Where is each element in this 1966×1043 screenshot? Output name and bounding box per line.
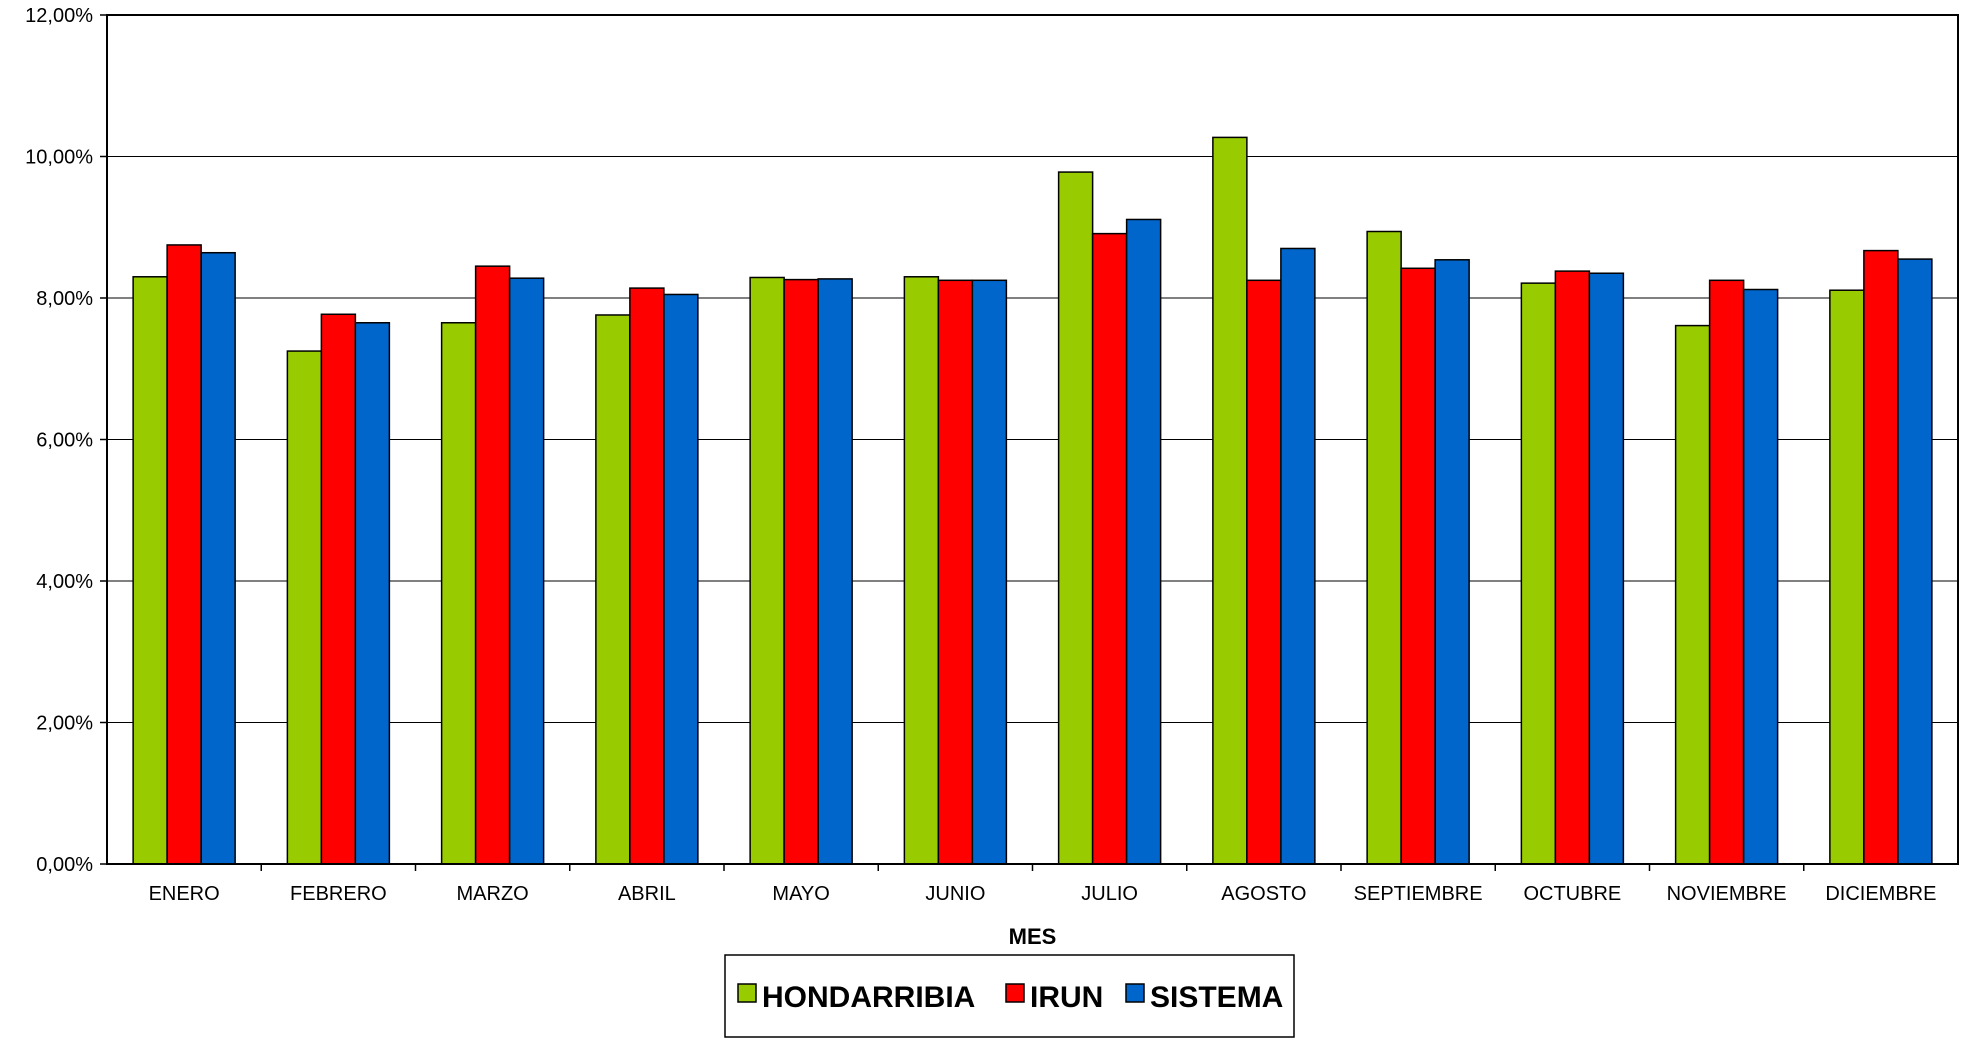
bar-sistema-septiembre — [1434, 259, 1470, 865]
legend-label-hondarribia: HONDARRIBIA — [762, 981, 975, 1014]
bar-sistema-octubre — [1588, 272, 1625, 865]
bar-irun-abril — [629, 287, 665, 865]
x-tick-label: MARZO — [457, 883, 529, 905]
bar-irun-mayo — [783, 278, 819, 865]
bar-hondarribia-abril — [595, 314, 631, 865]
bar-irun-junio — [937, 279, 974, 865]
bar-sistema-diciembre — [1897, 258, 1933, 865]
bar-hondarribia-febrero — [286, 350, 323, 865]
bar-hondarribia-diciembre — [1829, 289, 1865, 865]
y-tick-label: 4,00% — [36, 571, 93, 593]
bar-sistema-noviembre — [1742, 288, 1779, 865]
y-tick-label: 2,00% — [36, 713, 93, 735]
bar-hondarribia-septiembre — [1366, 230, 1402, 865]
bar-irun-septiembre — [1400, 267, 1436, 865]
bar-hondarribia-noviembre — [1674, 324, 1711, 865]
x-tick-label: JULIO — [1081, 883, 1138, 905]
x-axis-title: MES — [1009, 924, 1057, 949]
x-tick-label: JUNIO — [925, 883, 985, 905]
bar-irun-noviembre — [1708, 279, 1745, 865]
bar-hondarribia-junio — [903, 276, 940, 865]
legend-swatch-irun — [1005, 983, 1025, 1003]
x-tick-label: NOVIEMBRE — [1667, 883, 1787, 905]
bar-irun-octubre — [1554, 270, 1591, 865]
x-tick-label: OCTUBRE — [1523, 883, 1621, 905]
x-tick-label: FEBRERO — [290, 883, 387, 905]
bar-hondarribia-mayo — [749, 276, 785, 865]
bar-hondarribia-agosto — [1212, 136, 1248, 865]
y-tick-label: 10,00% — [25, 147, 93, 169]
y-tick-label: 8,00% — [36, 288, 93, 310]
y-tick-label: 12,00% — [25, 5, 93, 27]
bar-sistema-febrero — [354, 322, 391, 865]
bar-sistema-abril — [663, 293, 699, 865]
y-tick-label: 6,00% — [36, 430, 93, 452]
x-tick-label: ABRIL — [618, 883, 676, 905]
bar-sistema-junio — [971, 279, 1008, 865]
bar-irun-febrero — [320, 313, 357, 865]
bar-hondarribia-marzo — [440, 322, 477, 865]
bar-irun-enero — [166, 244, 202, 865]
bar-hondarribia-octubre — [1520, 282, 1557, 865]
bar-irun-diciembre — [1863, 249, 1899, 865]
legend-swatch-sistema — [1125, 983, 1145, 1003]
x-tick-label: AGOSTO — [1221, 883, 1306, 905]
bar-irun-julio — [1091, 232, 1128, 865]
legend-swatch-hondarribia — [737, 983, 757, 1003]
bar-irun-marzo — [474, 265, 511, 865]
bar-sistema-julio — [1125, 218, 1162, 865]
legend-label-sistema: SISTEMA — [1150, 981, 1283, 1014]
legend-label-irun: IRUN — [1030, 981, 1103, 1014]
bar-irun-agosto — [1246, 279, 1282, 865]
plot-area-frame — [106, 14, 1959, 865]
x-tick-label: SEPTIEMBRE — [1354, 883, 1483, 905]
bar-hondarribia-enero — [132, 276, 168, 865]
y-tick-label: 0,00% — [36, 854, 93, 876]
bar-sistema-agosto — [1280, 247, 1316, 865]
bar-hondarribia-julio — [1057, 171, 1094, 865]
x-tick-label: MAYO — [772, 883, 829, 905]
x-tick-label: ENERO — [149, 883, 220, 905]
bar-sistema-marzo — [508, 277, 545, 865]
x-tick-label: DICIEMBRE — [1825, 883, 1936, 905]
bar-sistema-mayo — [817, 278, 853, 865]
bar-sistema-enero — [200, 251, 236, 865]
